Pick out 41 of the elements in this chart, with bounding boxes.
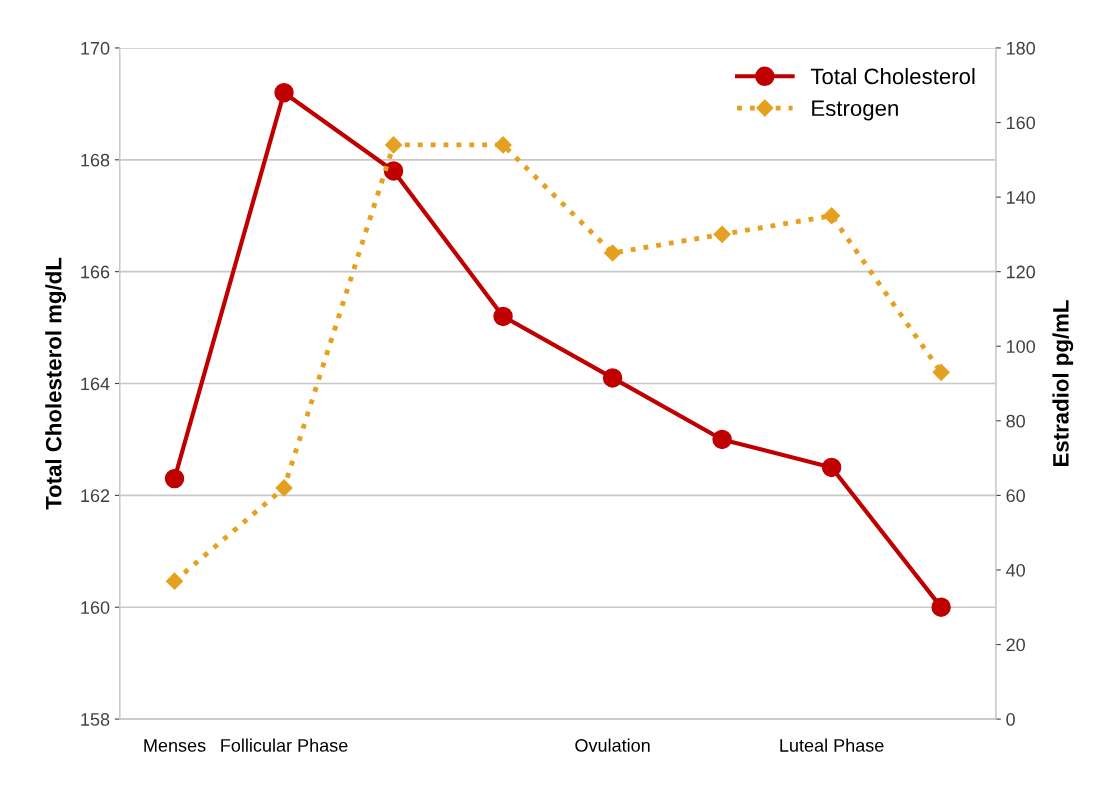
- y-tick-label: 168: [81, 153, 110, 167]
- point: [821, 457, 842, 478]
- y2-tick-label: 120: [1006, 265, 1036, 279]
- y2-tick-label: 60: [1006, 489, 1025, 503]
- point: [602, 368, 623, 388]
- y2-tick-label: 20: [1006, 638, 1025, 652]
- y-tick-label: 166: [81, 265, 110, 279]
- point: [494, 136, 512, 154]
- point: [604, 244, 622, 262]
- y-tick-label: 170: [81, 41, 110, 55]
- y2-tick-label: 80: [1006, 414, 1025, 428]
- x-tick-label: Follicular Phase: [221, 738, 348, 752]
- point: [165, 572, 184, 590]
- y2-axis-title: Estradiol pg/mL: [1052, 300, 1074, 466]
- legend-label: Total Cholesterol: [810, 67, 975, 85]
- point: [712, 429, 732, 450]
- point: [274, 82, 294, 103]
- point: [713, 225, 731, 243]
- y2-tick-label: 100: [1006, 340, 1036, 353]
- point: [164, 468, 185, 489]
- y2-tick-label: 180: [1006, 41, 1036, 55]
- y-tick-label: 164: [81, 377, 110, 391]
- point: [823, 207, 841, 225]
- y2-tick-label: 40: [1006, 563, 1025, 577]
- x-tick-label: Menses: [144, 739, 206, 752]
- point: [931, 597, 951, 617]
- y2-tick-label: 160: [1006, 116, 1036, 130]
- x-tick-label: Ovulation: [575, 738, 650, 752]
- legend-label: Estrogen: [812, 100, 898, 121]
- y2-tick-label: 0: [1006, 713, 1015, 726]
- y-tick-label: 160: [81, 601, 110, 614]
- point: [383, 161, 404, 181]
- y-tick-label: 158: [81, 713, 110, 726]
- y-axis-title: Total Cholesterol mg/dL: [45, 257, 67, 510]
- point: [932, 363, 950, 381]
- point: [493, 306, 513, 327]
- point: [275, 479, 293, 497]
- y2-tick-label: 140: [1006, 191, 1036, 204]
- point: [385, 136, 403, 154]
- y-tick-label: 162: [81, 489, 110, 503]
- x-tick-label: Luteal Phase: [780, 738, 884, 752]
